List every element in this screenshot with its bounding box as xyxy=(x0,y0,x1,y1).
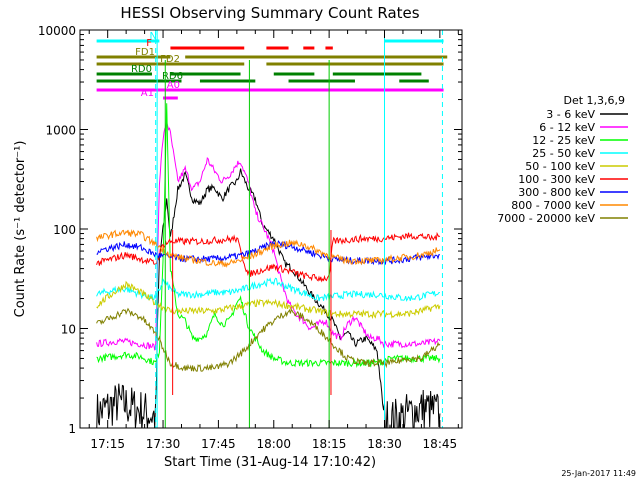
y-tick-label: 100 xyxy=(53,223,76,237)
x-axis-label: Start Time (31-Aug-14 17:10:42) xyxy=(164,455,376,470)
chart-title: HESSI Observing Summary Count Rates xyxy=(120,4,419,22)
flag-label-a0: A0 xyxy=(167,80,180,91)
legend-label: 7000 - 20000 keV xyxy=(497,212,595,225)
y-axis-label: Count Rate (s⁻¹ detector⁻¹) xyxy=(13,141,28,318)
x-tick-label: 18:15 xyxy=(312,437,347,451)
flag-label-f: F xyxy=(146,38,152,49)
x-tick-label: 17:45 xyxy=(201,437,236,451)
series-line-4 xyxy=(96,280,441,320)
flag-label-rd0: RD0 xyxy=(131,64,152,75)
legend-title: Det 1,3,6,9 xyxy=(563,94,625,107)
legend-label: 100 - 300 keV xyxy=(518,173,595,186)
legend-label: 800 - 7000 keV xyxy=(511,199,595,212)
legend-label: 6 - 12 keV xyxy=(539,121,595,134)
series-line-3 xyxy=(96,277,440,302)
flag-label-n: N xyxy=(150,31,157,42)
timestamp: 25-Jan-2017 11:49 xyxy=(561,469,636,478)
series-line-1 xyxy=(96,121,441,351)
x-tick-label: 18:45 xyxy=(423,437,458,451)
flag-label-fd1: FD1 xyxy=(135,47,155,58)
series-line-2 xyxy=(96,103,441,369)
x-tick-label: 18:00 xyxy=(256,437,291,451)
flag-label-rd6: RD6 xyxy=(162,71,183,82)
series-line-8 xyxy=(96,307,441,372)
x-tick-label: 18:30 xyxy=(367,437,402,451)
time-boundaries xyxy=(155,30,443,428)
legend-label: 3 - 6 keV xyxy=(546,108,595,121)
x-tick-label: 17:15 xyxy=(90,437,125,451)
flag-label-a1: A1 xyxy=(141,88,154,99)
y-tick-label: 1 xyxy=(68,422,76,436)
legend-label: 12 - 25 keV xyxy=(532,134,595,147)
series-line-6 xyxy=(96,240,440,266)
x-tick-label: 17:30 xyxy=(146,437,181,451)
series-line-0 xyxy=(96,168,441,428)
y-tick-label: 1000 xyxy=(45,124,76,138)
series-line-5 xyxy=(96,231,441,283)
flag-label-fd2: FD2 xyxy=(160,54,180,65)
y-tick-label: 10000 xyxy=(38,24,76,38)
axes: 1 10 100 1000 10000 17:15 17:30 17:45 18:00 18:15… xyxy=(38,24,462,451)
series-line-7 xyxy=(96,229,441,268)
legend-label: 300 - 800 keV xyxy=(518,186,595,199)
legend-label: 50 - 100 keV xyxy=(525,160,595,173)
series-lines xyxy=(96,103,441,428)
legend-label: 25 - 50 keV xyxy=(532,147,595,160)
y-tick-label: 10 xyxy=(61,323,76,337)
